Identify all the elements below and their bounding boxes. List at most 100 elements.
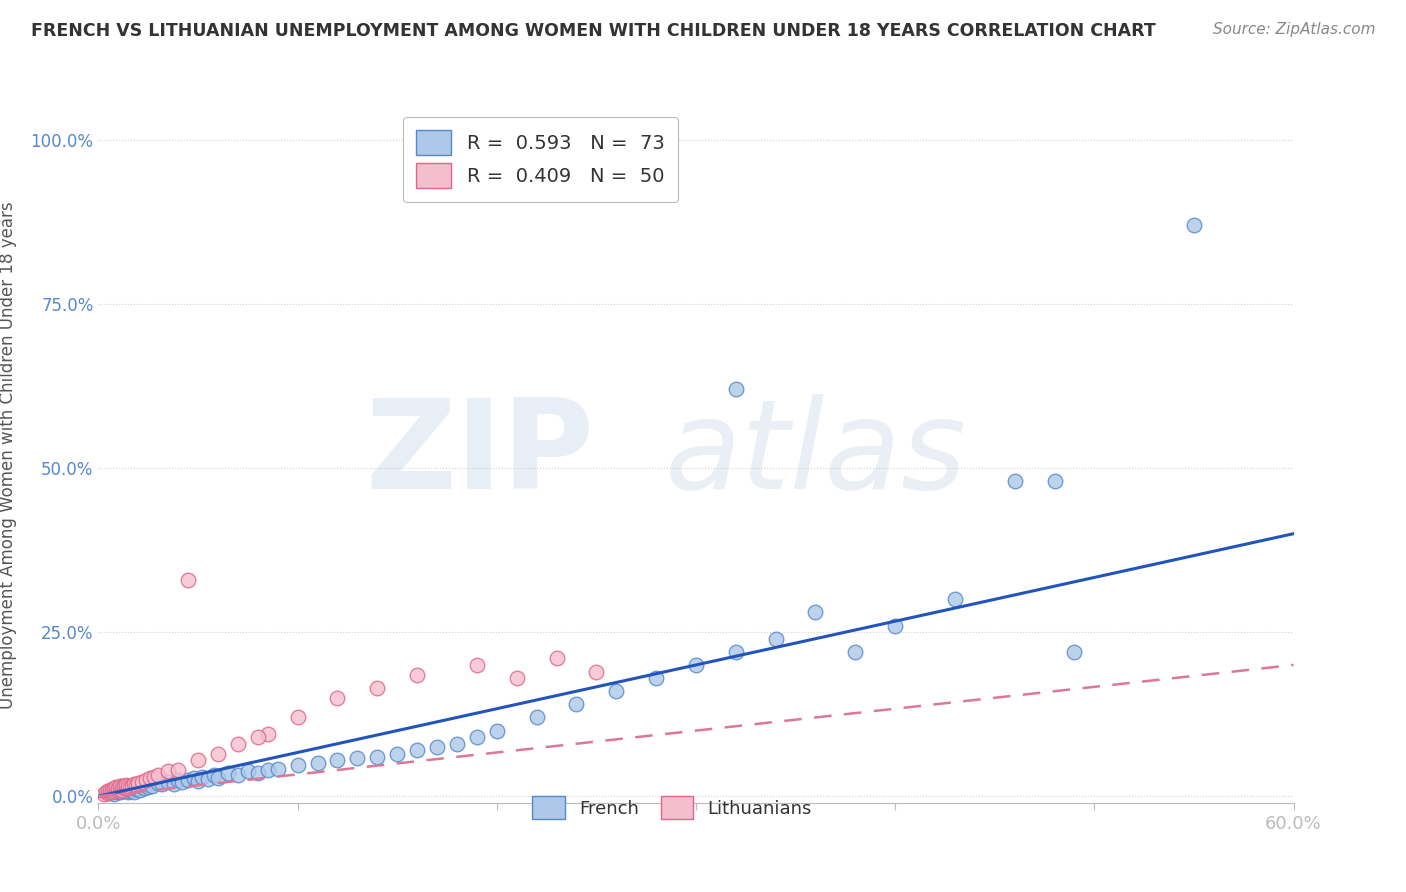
Point <box>107 782 129 797</box>
Point <box>446 737 468 751</box>
Point <box>346 751 368 765</box>
Point <box>117 779 139 793</box>
Point <box>287 710 309 724</box>
Point <box>110 784 132 798</box>
Point <box>177 573 200 587</box>
Point <box>101 785 124 799</box>
Point <box>226 767 249 781</box>
Point <box>546 651 568 665</box>
Text: Source: ZipAtlas.com: Source: ZipAtlas.com <box>1212 22 1375 37</box>
Point <box>326 753 349 767</box>
Point <box>103 787 125 801</box>
Point <box>135 777 157 791</box>
Point <box>127 780 149 795</box>
Point <box>127 776 149 790</box>
Point <box>187 753 209 767</box>
Point <box>465 730 488 744</box>
Point <box>134 781 156 796</box>
Point <box>645 671 668 685</box>
Point <box>943 592 966 607</box>
Point <box>105 781 128 796</box>
Point <box>585 665 607 679</box>
Point <box>177 773 200 788</box>
Point <box>148 776 170 790</box>
Point <box>111 783 134 797</box>
Point <box>426 739 449 754</box>
Point <box>97 784 120 798</box>
Point <box>207 747 229 761</box>
Point <box>202 768 225 782</box>
Point <box>366 749 388 764</box>
Point <box>112 779 135 793</box>
Point <box>256 763 278 777</box>
Point <box>120 780 142 794</box>
Point <box>167 772 190 787</box>
Point <box>105 782 128 797</box>
Point <box>167 763 190 777</box>
Point <box>105 780 128 794</box>
Point <box>246 765 269 780</box>
Point <box>765 632 787 646</box>
Point <box>111 780 134 794</box>
Point <box>124 779 146 793</box>
Point <box>103 781 125 796</box>
Point <box>115 778 138 792</box>
Point <box>287 757 309 772</box>
Point <box>117 781 139 796</box>
Point <box>96 785 118 799</box>
Point <box>101 783 124 797</box>
Point <box>124 777 146 791</box>
Point <box>217 766 239 780</box>
Point <box>197 772 219 786</box>
Y-axis label: Unemployment Among Women with Children Under 18 years: Unemployment Among Women with Children U… <box>0 201 17 709</box>
Point <box>172 775 194 789</box>
Point <box>406 743 429 757</box>
Point <box>406 668 429 682</box>
Point <box>191 770 214 784</box>
Point <box>135 772 157 787</box>
Point <box>236 764 259 779</box>
Point <box>93 787 115 801</box>
Point <box>117 780 139 795</box>
Point <box>97 786 120 800</box>
Point <box>110 780 132 794</box>
Point <box>163 777 186 791</box>
Point <box>267 762 290 776</box>
Point <box>226 737 249 751</box>
Point <box>157 764 180 779</box>
Point <box>256 727 278 741</box>
Point <box>506 671 529 685</box>
Point <box>120 780 142 794</box>
Point <box>121 782 143 797</box>
Point <box>183 771 205 785</box>
Point <box>111 780 134 794</box>
Point <box>385 747 409 761</box>
Point <box>366 681 388 695</box>
Point <box>326 690 349 705</box>
Point <box>157 774 180 789</box>
Point <box>565 698 588 712</box>
Point <box>605 684 627 698</box>
Point <box>141 779 163 793</box>
Point <box>246 730 269 744</box>
Point <box>107 785 129 799</box>
Point <box>121 781 143 796</box>
Point <box>465 657 488 672</box>
Point <box>115 782 138 797</box>
Point <box>485 723 508 738</box>
Point <box>804 606 827 620</box>
Point <box>121 780 143 794</box>
Point <box>307 756 329 771</box>
Text: atlas: atlas <box>665 394 966 516</box>
Point <box>136 780 159 794</box>
Point <box>107 780 129 795</box>
Point <box>148 768 170 782</box>
Point <box>139 771 162 785</box>
Point <box>98 782 122 797</box>
Point <box>115 780 138 795</box>
Point <box>143 770 166 784</box>
Point <box>98 784 122 798</box>
Point <box>120 784 142 798</box>
Text: ZIP: ZIP <box>366 394 595 516</box>
Point <box>131 774 153 789</box>
